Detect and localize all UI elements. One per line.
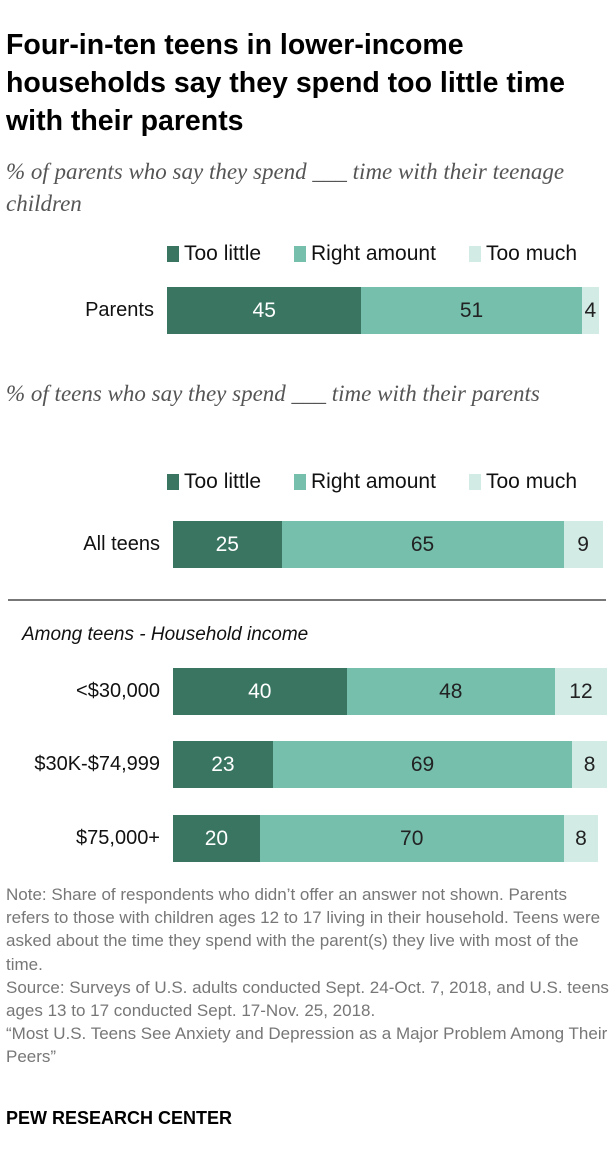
data-label: 4	[584, 298, 597, 322]
data-label: 23	[211, 752, 235, 776]
bar-segment-too-much: 8	[572, 741, 607, 788]
bar-segment-too-much: 12	[554, 668, 607, 715]
data-label: 48	[439, 679, 463, 703]
data-label: 45	[252, 298, 276, 322]
bar-segment-too-much: 8	[563, 815, 599, 862]
chart-note: Note: Share of respondents who didn’t of…	[6, 883, 611, 1069]
bar-segment-too-little: 40	[173, 668, 347, 715]
bar-segment-too-little: 45	[167, 287, 362, 334]
bar-segment-too-little: 25	[173, 521, 282, 568]
income-group-label: Among teens - Household income	[22, 624, 309, 645]
footer-credit: PEW RESEARCH CENTER	[6, 1108, 233, 1128]
data-label: 8	[583, 752, 596, 776]
legend-swatch-too-little	[167, 246, 179, 262]
data-label: 51	[459, 298, 484, 322]
legend-label-too-much: Too much	[486, 242, 578, 265]
bar-30k-74-999: 23 69 8	[173, 741, 607, 788]
bar-segment-right-amount: 48	[346, 668, 555, 715]
bar-all-teens: 25 65 9	[173, 521, 603, 568]
data-label: 70	[400, 826, 424, 850]
bar-75-000: 20 70 8	[173, 815, 599, 862]
data-label: 40	[248, 679, 272, 703]
bar-segment-right-amount: 69	[272, 741, 573, 788]
data-label: 69	[410, 752, 435, 776]
data-label: 25	[215, 532, 239, 556]
legend-swatch-too-much	[469, 246, 481, 262]
row-label-75-000: $75,000+	[76, 827, 160, 849]
data-label: 20	[204, 826, 229, 850]
section-divider	[8, 599, 606, 601]
legend-label-too-little: Too little	[184, 242, 262, 265]
row-label-30k-74-999: $30K-$74,999	[34, 753, 160, 775]
source-text: Source: Surveys of U.S. adults conducted…	[6, 977, 609, 1021]
bar-segment-right-amount: 65	[281, 521, 564, 568]
teens-subtitle: % of teens who say they spend ___ time w…	[6, 381, 540, 406]
note-text: Note: Share of respondents who didn’t of…	[6, 885, 601, 974]
row-label-30-000: <$30,000	[76, 680, 160, 702]
legend-swatch-right-amount	[294, 474, 306, 490]
row-label-all-teens: All teens	[83, 533, 160, 555]
bar-segment-too-little: 23	[173, 741, 273, 788]
bar-segment-right-amount: 70	[259, 815, 564, 862]
bar-30-000: 40 48 12	[173, 668, 607, 715]
legend-swatch-right-amount	[294, 246, 306, 262]
legend-label-too-much: Too much	[486, 470, 578, 493]
legend-swatch-too-little	[167, 474, 179, 490]
bar-parents: 45 51 4	[167, 287, 599, 334]
legend-label-right-amount: Right amount	[311, 470, 436, 493]
data-label: 12	[569, 679, 593, 703]
bar-segment-right-amount: 51	[361, 287, 582, 334]
data-label: 65	[410, 532, 435, 556]
bar-segment-too-much: 4	[581, 287, 599, 334]
row-label-parents: Parents	[85, 299, 154, 321]
legend-label-right-amount: Right amount	[311, 242, 436, 265]
data-label: 9	[577, 532, 589, 556]
bar-segment-too-little: 20	[173, 815, 260, 862]
bar-segment-too-much: 9	[563, 521, 603, 568]
legend-swatch-too-much	[469, 474, 481, 490]
legend-label-too-little: Too little	[184, 470, 262, 493]
data-label: 8	[575, 826, 587, 850]
parents-subtitle: % of parents who say they spend ___ time…	[6, 159, 565, 216]
report-title-text: “Most U.S. Teens See Anxiety and Depress…	[6, 1024, 608, 1067]
chart-title: Four-in-ten teens in lower-income househ…	[6, 29, 566, 137]
